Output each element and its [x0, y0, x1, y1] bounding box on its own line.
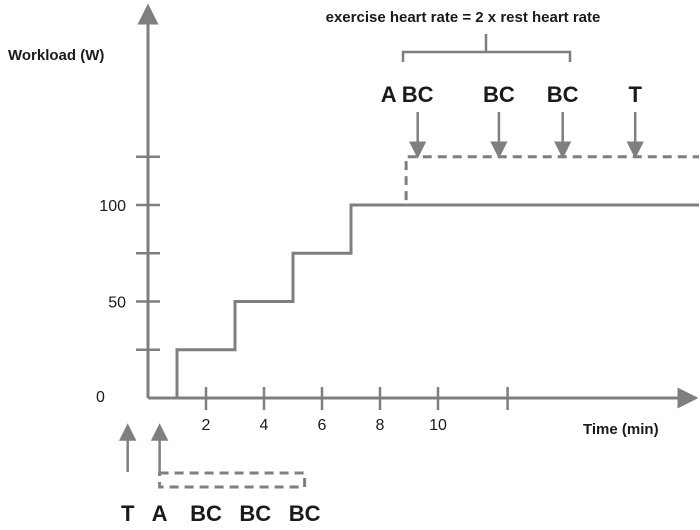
exercise-brace [401, 34, 572, 62]
x-axis-label: Time (min) [583, 421, 659, 438]
x-tick-label: 10 [429, 417, 447, 434]
upper-marker-group: A BC BC BC T [381, 82, 644, 159]
incremental-workload-line [175, 203, 699, 398]
x-tick-group: 2 4 6 8 10 [202, 387, 509, 434]
upper-marker-label: BC [547, 82, 579, 107]
x-tick-label: 6 [318, 417, 327, 434]
y-tick-group: 50 100 [99, 155, 160, 351]
lower-marker-label: T [121, 501, 135, 526]
lower-marker-label: BC [239, 501, 271, 526]
upper-marker-label: T [628, 82, 642, 107]
upper-marker-label: BC [402, 82, 434, 107]
y-tick-label: 50 [108, 295, 126, 312]
rest-period-dashed-box [158, 471, 307, 489]
upper-marker-label: BC [483, 82, 515, 107]
y-axis-label: Workload (W) [8, 47, 104, 64]
lower-marker-label: BC [289, 501, 321, 526]
brace-label: exercise heart rate = 2 x rest heart rat… [326, 9, 601, 26]
lower-marker-group: T A BC BC BC [118, 423, 321, 526]
upper-marker-label: A [381, 82, 397, 107]
lower-marker-label: BC [190, 501, 222, 526]
origin-label: 0 [96, 389, 105, 406]
x-tick-label: 2 [202, 417, 211, 434]
y-tick-label: 100 [99, 198, 126, 215]
x-tick-label: 4 [260, 417, 269, 434]
constant-workload-dashed-line [351, 155, 699, 207]
x-tick-label: 8 [376, 417, 385, 434]
lower-marker-label: A [152, 501, 168, 526]
